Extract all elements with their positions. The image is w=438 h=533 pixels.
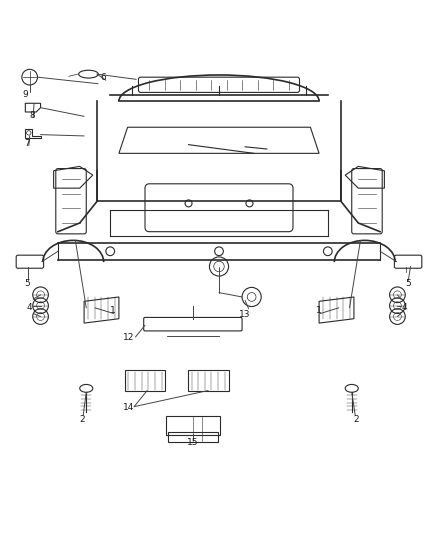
Text: 6: 6 — [101, 72, 106, 82]
Text: 8: 8 — [29, 110, 35, 119]
Text: 5: 5 — [406, 279, 411, 287]
Text: 1: 1 — [110, 306, 115, 316]
Text: 12: 12 — [123, 333, 134, 342]
Text: 9: 9 — [22, 90, 28, 99]
Text: 13: 13 — [239, 310, 251, 319]
Text: 2: 2 — [79, 415, 85, 424]
Text: 2: 2 — [354, 415, 359, 424]
Text: 7: 7 — [25, 139, 30, 148]
Text: 14: 14 — [123, 403, 134, 413]
Text: 5: 5 — [25, 279, 30, 287]
Text: 1: 1 — [316, 306, 322, 316]
Text: 4: 4 — [27, 303, 32, 312]
Text: 4: 4 — [401, 303, 407, 312]
Text: 15: 15 — [187, 438, 199, 447]
